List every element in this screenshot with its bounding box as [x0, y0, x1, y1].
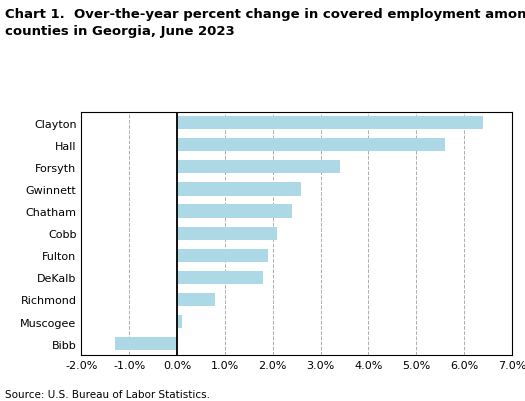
Bar	[177, 183, 301, 196]
Bar	[115, 337, 177, 350]
Text: Source: U.S. Bureau of Labor Statistics.: Source: U.S. Bureau of Labor Statistics.	[5, 389, 210, 399]
Bar	[177, 293, 215, 306]
Text: Chart 1.  Over-the-year percent change in covered employment among the largest
c: Chart 1. Over-the-year percent change in…	[5, 8, 525, 38]
Bar	[177, 139, 445, 152]
Bar	[177, 161, 340, 174]
Bar	[177, 249, 268, 262]
Bar	[177, 271, 263, 284]
Bar	[177, 205, 292, 218]
Bar	[177, 227, 278, 240]
Bar	[177, 315, 182, 328]
Bar	[177, 117, 483, 130]
